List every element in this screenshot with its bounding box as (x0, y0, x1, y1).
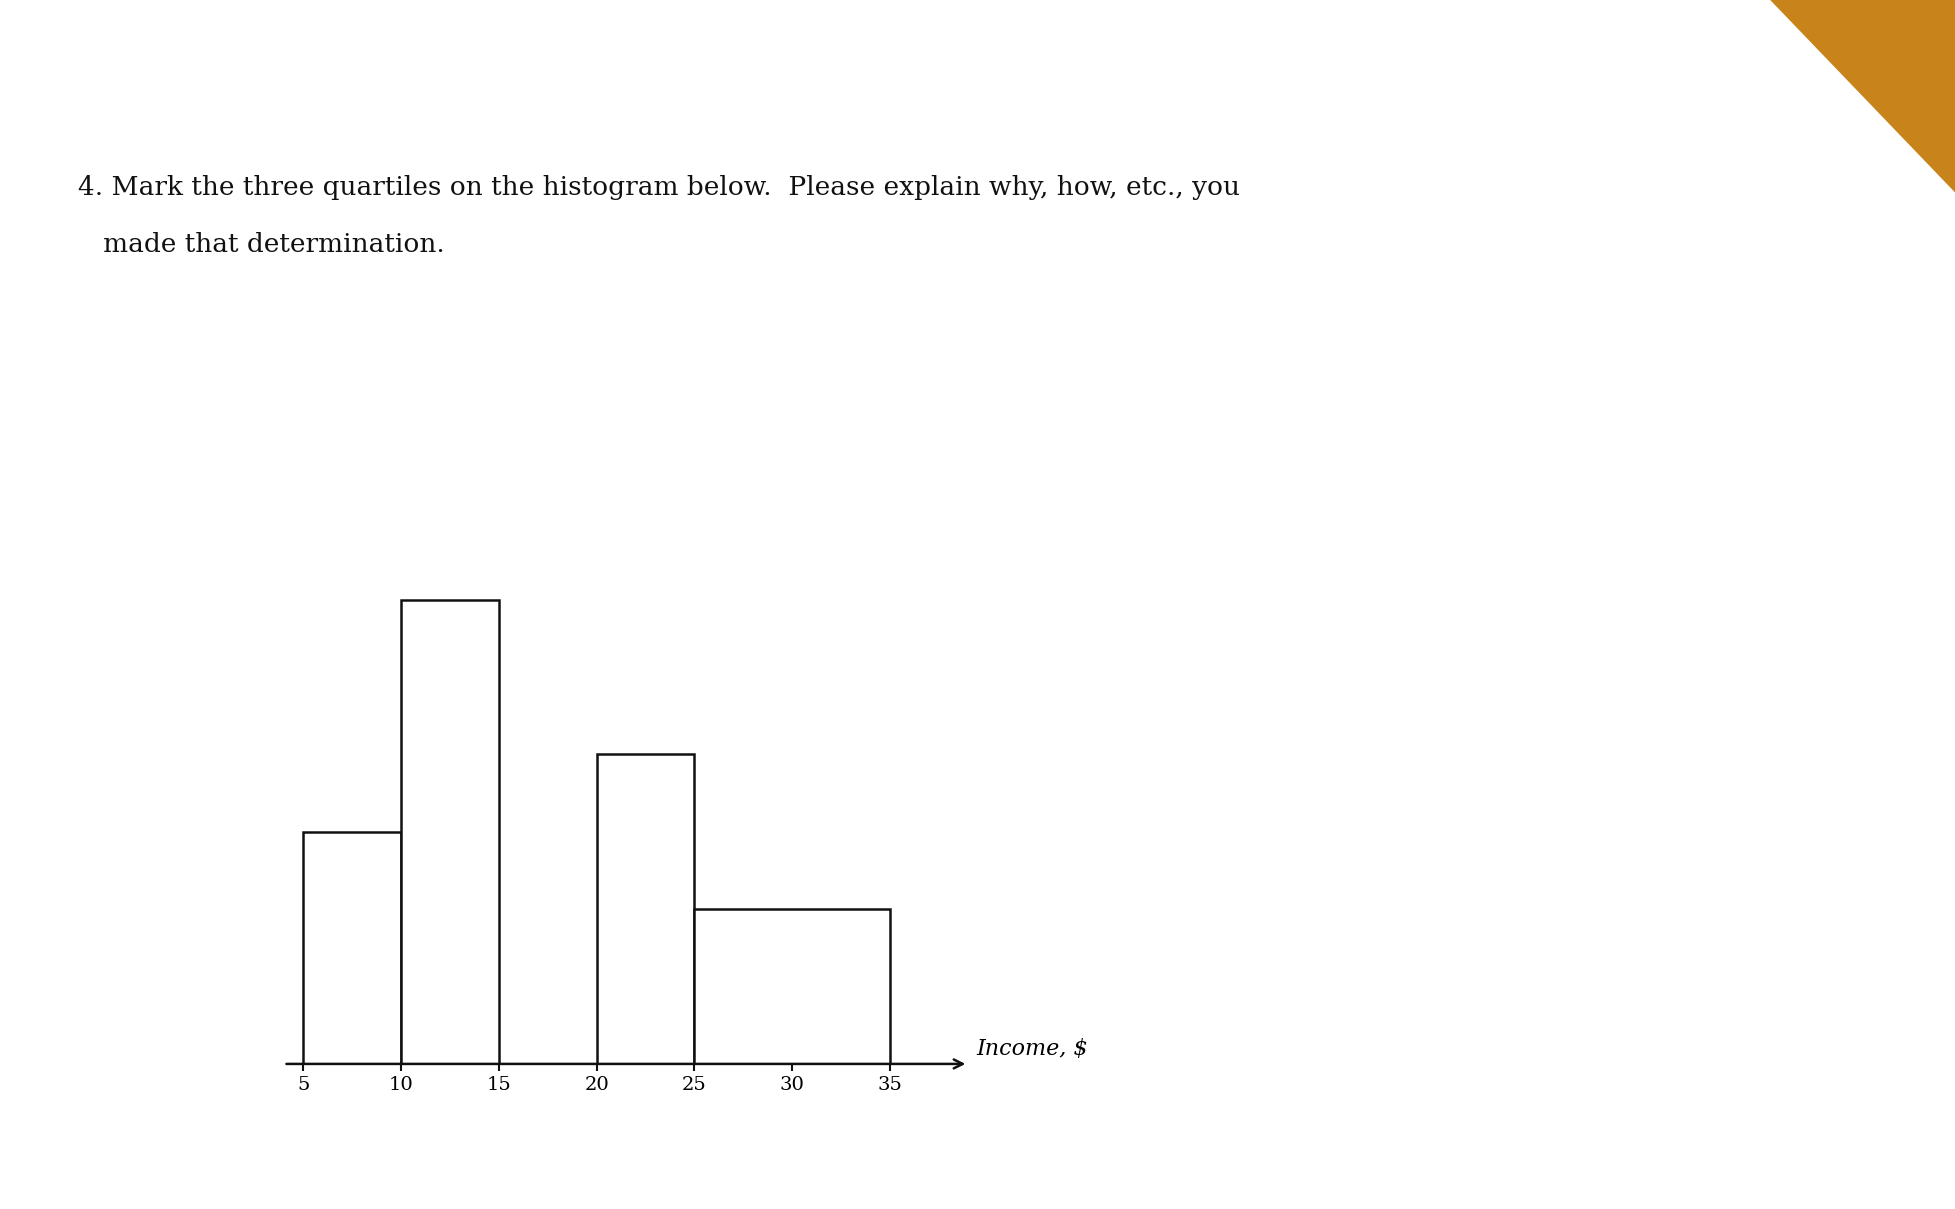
Bar (401, 600, 499, 1064)
Text: made that determination.: made that determination. (78, 232, 446, 258)
Bar (303, 832, 401, 1064)
Text: Income, $: Income, $ (976, 1039, 1087, 1060)
Text: 4. Mark the three quartiles on the histogram below.  Please explain why, how, et: 4. Mark the three quartiles on the histo… (78, 175, 1239, 201)
Bar (596, 754, 694, 1064)
Polygon shape (1769, 0, 1955, 193)
Bar (694, 909, 890, 1064)
